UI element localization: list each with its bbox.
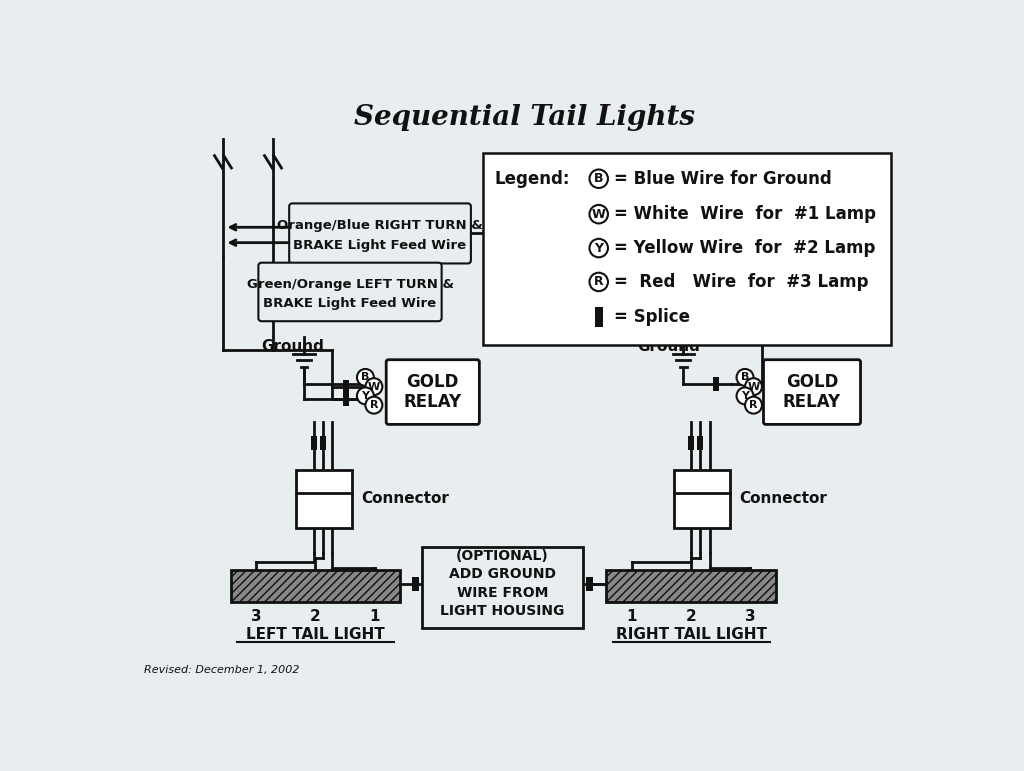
Text: 1: 1 [370, 608, 380, 624]
Bar [688, 436, 694, 449]
Text: Ground: Ground [637, 339, 700, 354]
Text: Orange/Blue RIGHT TURN &: Orange/Blue RIGHT TURN & [278, 219, 483, 232]
Circle shape [357, 388, 374, 404]
Bar [674, 470, 730, 527]
Text: = Blue Wire for Ground: = Blue Wire for Ground [614, 170, 831, 188]
FancyBboxPatch shape [386, 360, 479, 424]
Text: BRAKE Light Feed Wire: BRAKE Light Feed Wire [263, 297, 436, 310]
Text: 3: 3 [251, 608, 261, 624]
FancyBboxPatch shape [258, 263, 441, 322]
Text: BRAKE Light Feed Wire: BRAKE Light Feed Wire [294, 239, 467, 252]
Circle shape [366, 379, 382, 395]
Text: (OPTIONAL)
ADD GROUND
WIRE FROM
LIGHT HOUSING: (OPTIONAL) ADD GROUND WIRE FROM LIGHT HO… [440, 549, 564, 618]
Text: W: W [368, 382, 380, 392]
Text: R: R [750, 400, 758, 410]
Text: Green/Orange LEFT TURN &: Green/Orange LEFT TURN & [247, 278, 454, 291]
Bar [230, 570, 400, 602]
Text: Legend:: Legend: [494, 170, 569, 188]
Text: B: B [594, 172, 603, 185]
Text: 3: 3 [745, 608, 756, 624]
Text: = White  Wire  for  #1 Lamp: = White Wire for #1 Lamp [614, 205, 877, 223]
Text: Revised: December 1, 2002: Revised: December 1, 2002 [144, 665, 300, 675]
Bar [606, 570, 776, 602]
Text: Y: Y [594, 241, 603, 254]
Circle shape [745, 396, 762, 413]
Bar [587, 577, 593, 591]
FancyBboxPatch shape [289, 204, 471, 264]
Bar [697, 436, 703, 449]
Text: W: W [748, 382, 760, 392]
Text: R: R [594, 275, 603, 288]
FancyBboxPatch shape [764, 360, 860, 424]
Text: 1: 1 [627, 608, 637, 624]
Circle shape [745, 379, 762, 395]
Text: 2: 2 [686, 608, 696, 624]
Bar [422, 547, 584, 628]
Text: Y: Y [741, 391, 749, 401]
Text: W: W [592, 207, 605, 221]
Circle shape [736, 388, 754, 404]
Text: R: R [370, 400, 378, 410]
Text: B: B [361, 372, 370, 382]
Text: 2: 2 [310, 608, 321, 624]
Bar [343, 380, 349, 393]
Text: GOLD
RELAY: GOLD RELAY [403, 372, 462, 412]
Text: Connector: Connector [360, 491, 449, 507]
Bar [713, 377, 719, 390]
Text: Ground: Ground [261, 339, 325, 354]
Bar [483, 153, 891, 345]
Text: = Splice: = Splice [614, 308, 690, 326]
Bar [595, 308, 602, 328]
Text: GOLD
RELAY: GOLD RELAY [783, 372, 841, 412]
Circle shape [366, 396, 382, 413]
Text: B: B [740, 372, 750, 382]
Bar [343, 392, 349, 406]
Circle shape [357, 369, 374, 386]
Text: RIGHT TAIL LIGHT: RIGHT TAIL LIGHT [615, 627, 767, 642]
Text: Sequential Tail Lights: Sequential Tail Lights [354, 103, 695, 130]
Text: Connector: Connector [739, 491, 826, 507]
Bar [310, 436, 316, 449]
Text: =  Red   Wire  for  #3 Lamp: = Red Wire for #3 Lamp [614, 273, 868, 291]
Bar [413, 577, 419, 591]
Text: Y: Y [361, 391, 370, 401]
Text: = Yellow Wire  for  #2 Lamp: = Yellow Wire for #2 Lamp [614, 239, 876, 257]
Circle shape [736, 369, 754, 386]
Bar [319, 436, 326, 449]
Bar [296, 470, 351, 527]
Text: LEFT TAIL LIGHT: LEFT TAIL LIGHT [246, 627, 385, 642]
